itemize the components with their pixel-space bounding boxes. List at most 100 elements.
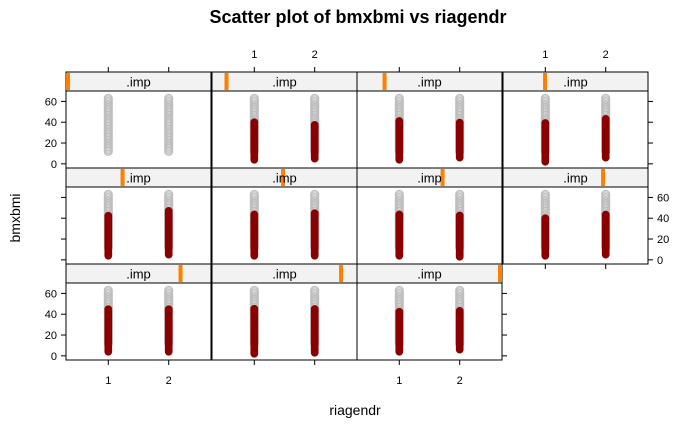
observed-point xyxy=(601,93,611,103)
imputed-point xyxy=(541,119,550,127)
observed-point xyxy=(103,93,113,103)
panel-frame xyxy=(65,90,212,169)
y-axis-label: bmxbmi xyxy=(7,193,23,242)
imputed-point xyxy=(250,210,259,219)
strip-level-indicator xyxy=(178,265,183,282)
observed-point xyxy=(601,189,611,199)
panel-3: .imp xyxy=(502,71,649,169)
y-tick-label-left: 60 xyxy=(45,288,57,300)
imputed-point xyxy=(455,118,464,127)
panel-5: .imp xyxy=(211,167,358,265)
strip-label: .imp xyxy=(417,75,442,90)
strip-level-indicator xyxy=(440,169,445,186)
panel-frame xyxy=(65,186,212,265)
strip-level-indicator xyxy=(543,73,548,90)
imputed-point xyxy=(455,211,464,220)
imputed-point xyxy=(164,305,173,314)
observed-point xyxy=(249,93,259,103)
imputed-point xyxy=(250,304,259,313)
observed-point xyxy=(394,93,404,103)
panel-frame xyxy=(65,282,212,361)
observed-point xyxy=(455,189,465,199)
panel-4: .imp xyxy=(65,167,212,265)
panel-10: .imp xyxy=(356,263,503,361)
strip-level-indicator xyxy=(224,73,229,90)
imputed-point xyxy=(310,305,319,313)
observed-point xyxy=(249,285,259,295)
imputed-point xyxy=(250,118,259,127)
y-tick-label-left: 20 xyxy=(45,330,57,342)
observed-point xyxy=(249,189,259,199)
observed-point xyxy=(310,93,320,103)
panel-grid: .imp .imp .imp .imp .imp .imp .imp .imp .imp .imp… xyxy=(45,49,670,387)
y-tick-label-left: 0 xyxy=(51,351,57,363)
panel-frame xyxy=(356,186,503,265)
x-tick-label-top: 1 xyxy=(542,49,548,61)
strip-level-indicator xyxy=(120,169,125,186)
strip-label: .imp xyxy=(272,267,297,282)
observed-point xyxy=(103,189,113,199)
strip-level-indicator xyxy=(382,73,387,90)
imputed-point xyxy=(601,210,610,219)
panel-frame xyxy=(211,282,358,361)
panel-frame xyxy=(356,90,503,169)
x-tick-label-bottom: 1 xyxy=(105,375,111,387)
panel-frame xyxy=(502,90,649,169)
imputed-point xyxy=(104,211,113,220)
observed-point xyxy=(164,93,174,103)
panel-frame xyxy=(211,186,358,265)
observed-point xyxy=(540,93,550,103)
strip-level-indicator xyxy=(498,265,502,282)
strip-label: .imp xyxy=(563,171,588,186)
x-axis-label: riagendr xyxy=(329,402,381,418)
x-tick-label-bottom: 1 xyxy=(396,375,402,387)
imputed-point xyxy=(395,117,404,125)
y-tick-label-left: 40 xyxy=(45,117,57,129)
imputed-point xyxy=(310,209,319,218)
observed-point xyxy=(455,285,465,295)
strip-label: .imp xyxy=(126,75,151,90)
strip-label: .imp xyxy=(272,171,297,186)
observed-point xyxy=(164,189,174,199)
observed-point xyxy=(164,285,174,295)
imputed-point xyxy=(310,121,319,129)
y-tick-label-left: 20 xyxy=(45,138,57,150)
observed-point xyxy=(455,93,465,103)
strip-label: .imp xyxy=(563,75,588,90)
imputed-point xyxy=(601,114,610,123)
imputed-point xyxy=(395,210,404,219)
y-tick-label-left: 0 xyxy=(51,159,57,171)
panel-9: .imp xyxy=(211,263,358,361)
panel-1: .imp xyxy=(211,71,358,169)
y-tick-label-left: 60 xyxy=(45,96,57,108)
observed-point xyxy=(540,189,550,199)
panel-frame xyxy=(211,90,358,169)
strip-level-indicator xyxy=(601,169,606,186)
y-tick-label-right: 60 xyxy=(657,192,669,204)
strip-label: .imp xyxy=(126,267,151,282)
imputed-point xyxy=(455,306,464,315)
panel-0: .imp xyxy=(65,71,212,169)
strip-level-indicator xyxy=(66,73,70,90)
imputed-point xyxy=(104,305,113,314)
panel-frame xyxy=(502,186,649,265)
observed-point xyxy=(310,189,320,199)
x-tick-label-bottom: 2 xyxy=(166,375,172,387)
panel-frame xyxy=(356,282,503,361)
strip-label: .imp xyxy=(272,75,297,90)
imputed-point xyxy=(164,207,173,215)
imputed-point xyxy=(395,307,404,316)
observed-point xyxy=(103,285,113,295)
panel-8: .imp xyxy=(65,263,212,361)
y-tick-label-right: 40 xyxy=(657,213,669,225)
observed-point xyxy=(394,189,404,199)
x-tick-label-top: 2 xyxy=(603,49,609,61)
panel-6: .imp xyxy=(356,167,503,265)
imputed-point xyxy=(541,214,550,223)
x-tick-label-bottom: 2 xyxy=(457,375,463,387)
panel-2: .imp xyxy=(356,71,503,169)
y-tick-label-left: 40 xyxy=(45,309,57,321)
chart-title: Scatter plot of bmxbmi vs riagendr xyxy=(209,7,506,27)
strip-level-indicator xyxy=(339,265,344,282)
